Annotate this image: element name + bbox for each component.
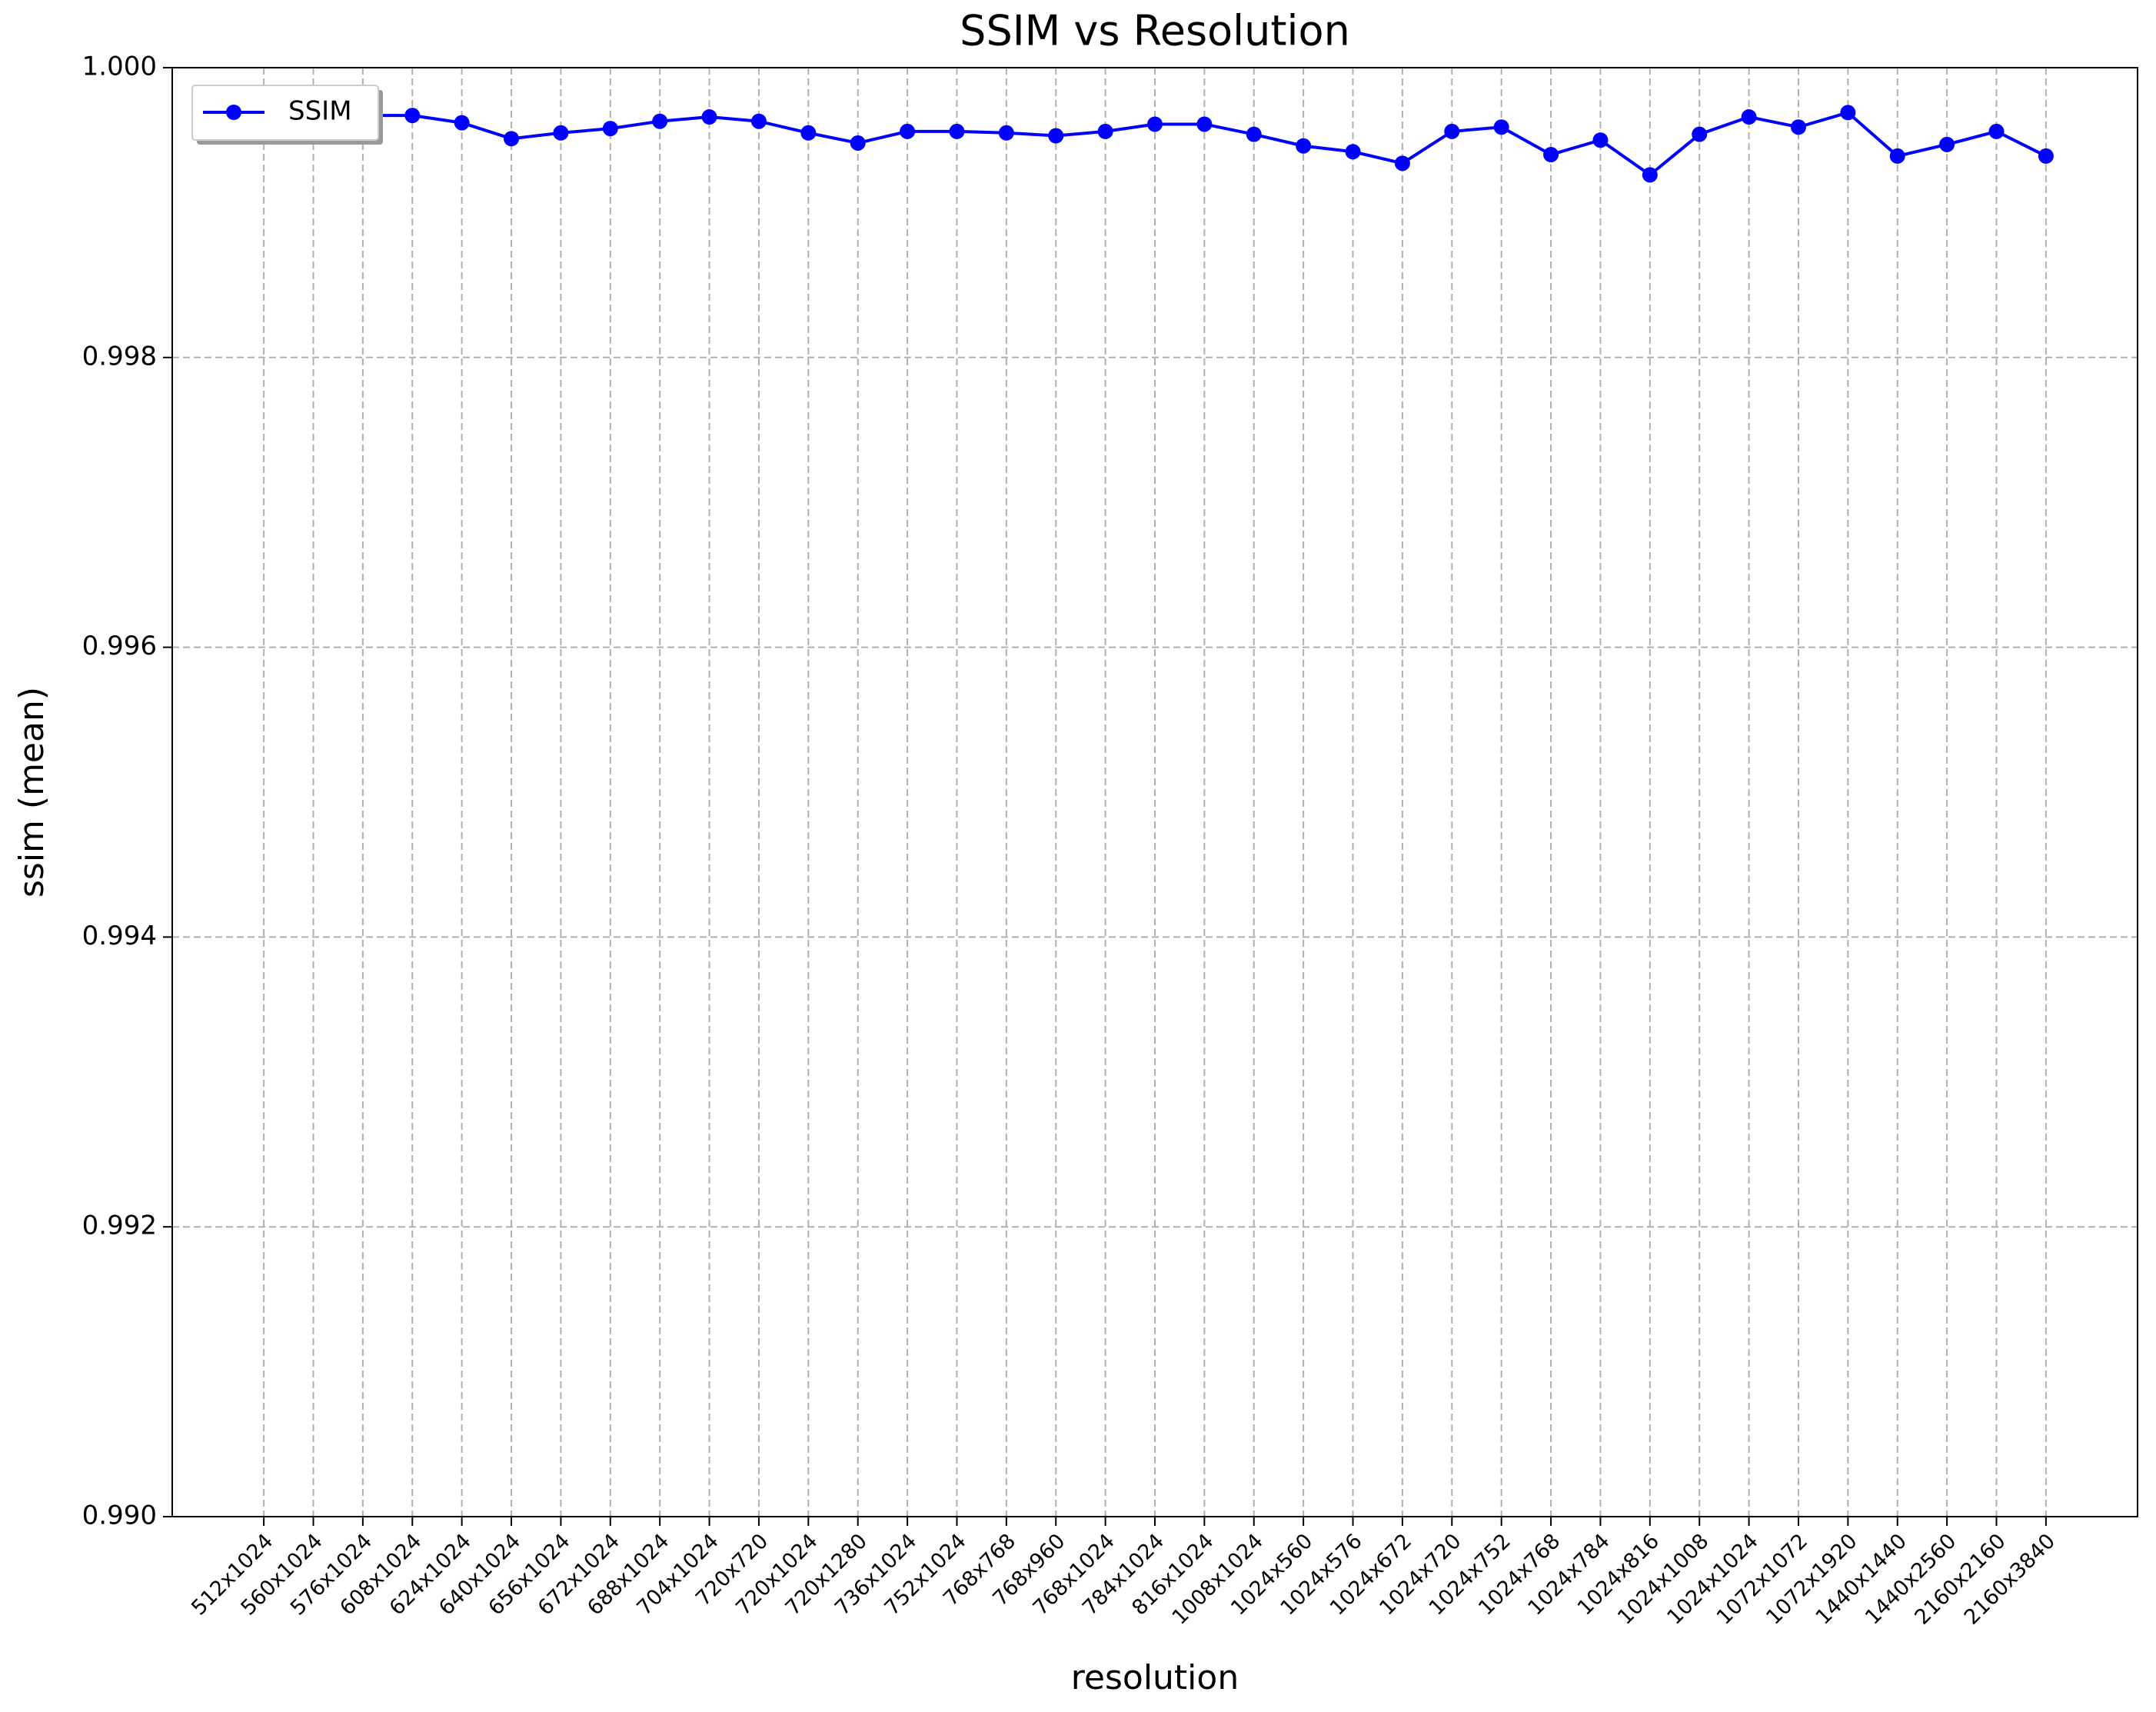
marker [1988, 123, 2005, 139]
y-tick-label: 0.992 [82, 1211, 157, 1241]
marker [2038, 148, 2054, 164]
marker [454, 115, 470, 131]
marker [701, 109, 717, 125]
y-axis-label: ssim (mean) [12, 687, 52, 898]
legend-box [191, 85, 379, 141]
marker [1048, 128, 1064, 144]
marker [1543, 147, 1559, 163]
marker [1592, 132, 1609, 148]
marker [1840, 105, 1856, 121]
marker [1493, 119, 1509, 135]
marker [1642, 167, 1658, 183]
marker [900, 123, 916, 139]
y-tick-label: 0.998 [82, 341, 157, 371]
marker [504, 131, 520, 147]
marker [652, 113, 668, 129]
x-axis-label: resolution [1071, 1658, 1239, 1697]
marker [1741, 109, 1757, 125]
marker [998, 125, 1014, 141]
marker [1147, 116, 1163, 132]
chart-title: SSIM vs Resolution [960, 7, 1350, 55]
marker [1394, 155, 1410, 172]
marker [404, 108, 421, 124]
marker [949, 123, 965, 139]
marker [1444, 123, 1460, 139]
marker [1296, 138, 1312, 154]
legend-label: SSIM [288, 96, 352, 127]
marker [1345, 144, 1361, 160]
marker [602, 121, 618, 137]
marker [750, 113, 767, 129]
y-tick-label: 0.990 [82, 1500, 157, 1531]
marker [1246, 126, 1262, 142]
marker [1196, 116, 1213, 132]
marker [1939, 136, 1955, 152]
plot-frame [171, 67, 2138, 1517]
marker [800, 125, 817, 141]
marker [1692, 126, 1708, 142]
marker [1790, 119, 1806, 135]
marker [1889, 148, 1905, 164]
legend-marker [226, 105, 241, 120]
y-tick-label: 1.000 [82, 52, 157, 82]
marker [553, 125, 569, 141]
y-tick-label: 0.996 [82, 631, 157, 661]
marker [850, 135, 866, 151]
y-tick-label: 0.994 [82, 921, 157, 951]
marker [1097, 123, 1113, 139]
